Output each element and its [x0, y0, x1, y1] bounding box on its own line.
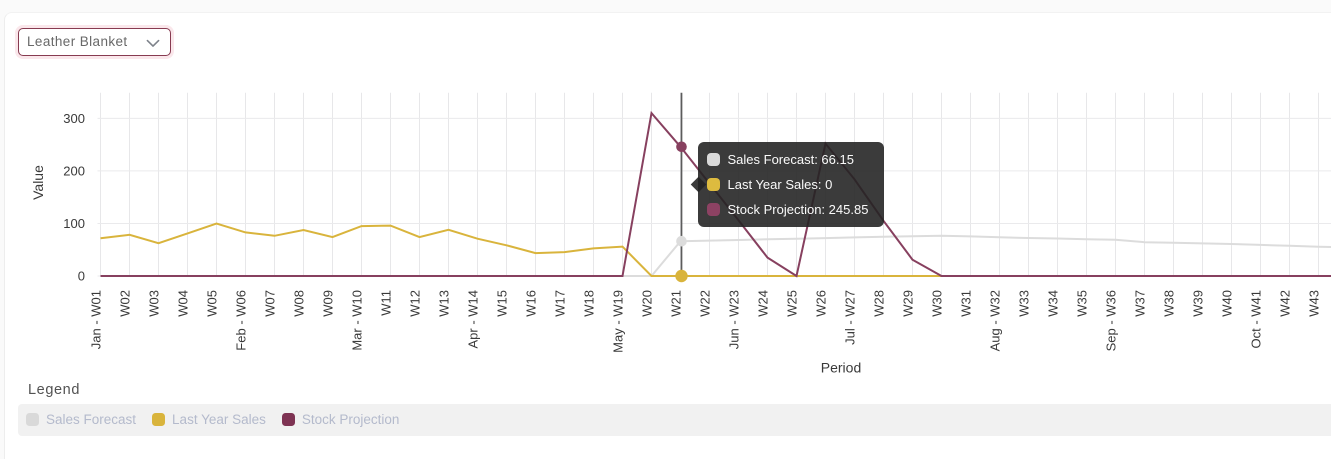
svg-text:W29: W29	[901, 290, 916, 317]
svg-text:W24: W24	[756, 290, 771, 317]
svg-text:W33: W33	[1017, 290, 1032, 317]
svg-text:W25: W25	[785, 290, 800, 317]
svg-text:W28: W28	[872, 290, 887, 317]
svg-text:W15: W15	[495, 290, 510, 317]
svg-text:W18: W18	[582, 290, 597, 317]
svg-text:Aug - W32: Aug - W32	[988, 290, 1003, 351]
svg-text:W22: W22	[698, 290, 713, 317]
svg-text:Value: Value	[30, 165, 46, 200]
svg-text:W02: W02	[118, 290, 133, 317]
svg-text:W04: W04	[176, 290, 191, 317]
svg-text:W08: W08	[292, 290, 307, 317]
svg-text:W17: W17	[553, 290, 568, 317]
svg-text:Sep - W36: Sep - W36	[1104, 290, 1119, 351]
svg-text:W42: W42	[1278, 290, 1293, 317]
svg-text:W26: W26	[814, 290, 829, 317]
svg-text:W40: W40	[1220, 290, 1235, 317]
svg-text:0: 0	[78, 269, 85, 284]
svg-text:W07: W07	[263, 290, 278, 317]
svg-text:300: 300	[63, 111, 85, 126]
svg-text:W43: W43	[1307, 290, 1322, 317]
svg-text:W09: W09	[321, 290, 336, 317]
svg-text:Jan - W01: Jan - W01	[89, 290, 104, 349]
svg-text:W34: W34	[1046, 290, 1061, 317]
svg-text:W31: W31	[959, 290, 974, 317]
svg-text:Mar - W10: Mar - W10	[350, 290, 365, 351]
svg-text:W11: W11	[379, 290, 394, 316]
svg-text:W39: W39	[1191, 290, 1206, 317]
svg-text:Jul - W27: Jul - W27	[843, 290, 858, 345]
svg-text:Apr - W14: Apr - W14	[466, 290, 481, 349]
svg-text:W38: W38	[1162, 290, 1177, 317]
svg-text:W13: W13	[437, 290, 452, 317]
svg-text:Oct - W41: Oct - W41	[1249, 290, 1264, 349]
svg-text:Feb - W06: Feb - W06	[234, 290, 249, 351]
svg-text:May - W19: May - W19	[611, 290, 626, 353]
svg-text:W12: W12	[408, 290, 423, 317]
svg-text:W16: W16	[524, 290, 539, 317]
svg-text:Period: Period	[821, 360, 861, 376]
svg-text:200: 200	[63, 163, 85, 178]
svg-text:W03: W03	[147, 290, 162, 317]
svg-text:Jun - W23: Jun - W23	[727, 290, 742, 349]
svg-text:W35: W35	[1075, 290, 1090, 317]
svg-text:W05: W05	[205, 290, 220, 317]
svg-text:W20: W20	[640, 290, 655, 317]
svg-text:W37: W37	[1133, 290, 1148, 317]
svg-text:W30: W30	[930, 290, 945, 317]
svg-text:W21: W21	[669, 290, 684, 317]
svg-text:100: 100	[63, 216, 85, 231]
